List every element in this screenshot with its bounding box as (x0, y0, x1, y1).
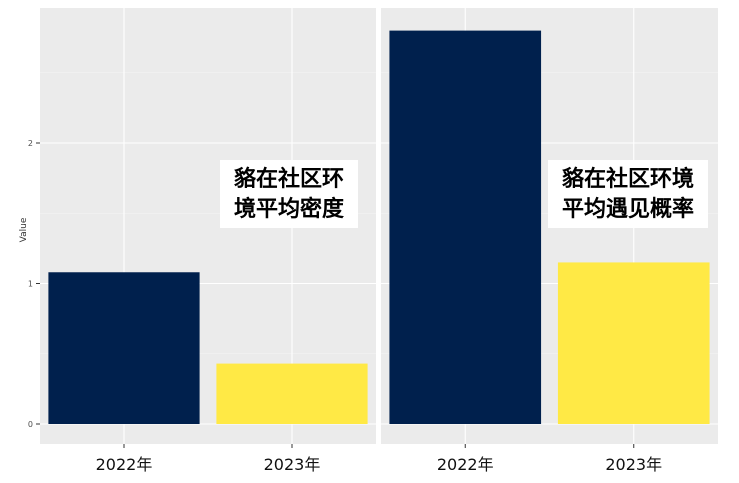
annotation-box (220, 160, 358, 228)
annotation-line: 境平均密度 (234, 196, 345, 222)
x-tick-label: 2023年 (605, 455, 662, 474)
bar-2023年 (557, 262, 710, 424)
annotation-line: 貉在社区环境 (561, 166, 694, 192)
bar-2023年 (216, 363, 368, 424)
x-tick-label: 2022年 (437, 455, 494, 474)
y-axis-label: Value (19, 217, 29, 242)
bar-2022年 (48, 272, 200, 424)
annotation-line: 貉在社区环 (233, 166, 344, 192)
bar-2022年 (389, 30, 542, 424)
y-tick-label: 1 (28, 280, 33, 289)
y-tick-label: 0 (28, 420, 33, 429)
x-tick-label: 2022年 (96, 455, 153, 474)
annotation-line: 平均遇见概率 (562, 196, 694, 222)
x-tick-label: 2023年 (264, 455, 321, 474)
annotation-box (548, 160, 708, 228)
y-tick-label: 2 (28, 139, 33, 148)
